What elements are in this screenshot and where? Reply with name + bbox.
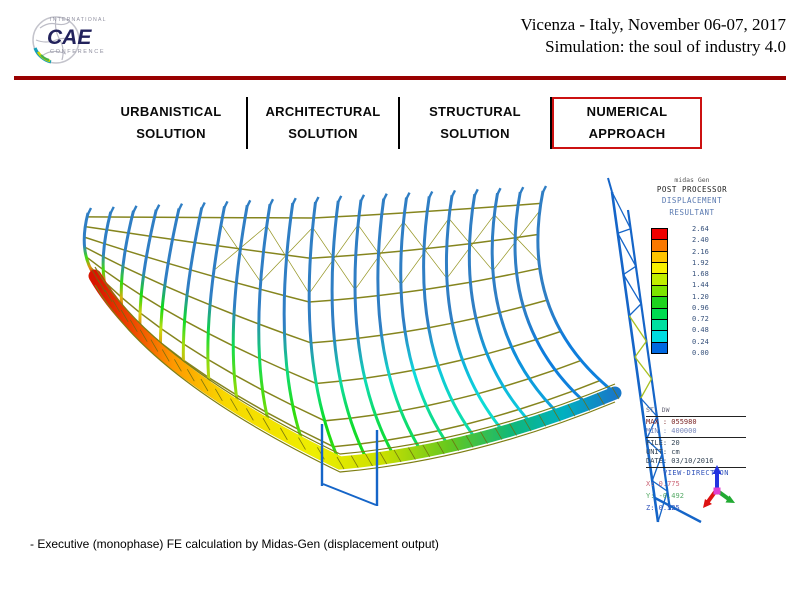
view-x: X: 0.775 [646,480,680,488]
legend-color-cell [652,240,667,252]
tab-divider [550,97,552,149]
view-direction-label: VIEW-DIRECTION [662,469,729,477]
legend-value: 0.00 [692,349,709,357]
legend-color-cell [652,331,667,343]
legend-header: midas Gen POST PROCESSOR DISPLACEMENT RE… [646,176,738,219]
legend-color-cell [652,285,667,298]
tab-divider [398,97,400,149]
legend-color-cell [652,342,667,353]
result-info-box: ST: DW MAX : 055980 MIN : 400000 FILE: 2… [646,406,746,514]
logo-text-international: INTERNATIONAL [50,17,107,23]
tab-architectural-solution[interactable]: ARCHITECTURAL SOLUTION [248,97,398,149]
legend-value: 1.92 [692,258,709,267]
min-node: MIN : 400000 [646,427,697,435]
legend-value: 0.48 [692,326,709,335]
legend-value: 0.24 [692,337,709,346]
file-line: FILE: 20 [646,439,680,447]
info-divider [646,437,746,438]
legend-value: 1.68 [692,270,709,279]
legend-color-cell [652,319,667,332]
tab-label: NUMERICAL [586,104,668,119]
legend-title: POST PROCESSOR [656,185,728,194]
legend-value: 2.40 [692,236,709,245]
tab-label: URBANISTICAL [120,104,222,119]
legend-value: 0.72 [692,315,709,324]
load-case: ST: DW [646,406,670,414]
legend-app-name: midas Gen [674,176,710,184]
tab-label: SOLUTION [136,126,206,141]
tab-label: STRUCTURAL [429,104,521,119]
displacement-legend: midas Gen POST PROCESSOR DISPLACEMENT RE… [646,176,750,362]
legend-colorbar [651,228,668,354]
info-divider [646,416,746,417]
legend-value: 1.20 [692,292,709,301]
tab-numerical-approach[interactable]: NUMERICAL APPROACH [552,97,702,149]
event-title-line1: Vicenza - Italy, November 06-07, 2017 [520,15,786,34]
logo-text-conference: CONFERENCE [50,49,105,55]
tab-label: SOLUTION [288,126,358,141]
tab-label: ARCHITECTURAL [265,104,381,119]
legend-value: 0.96 [692,303,709,312]
legend-color-cell [652,263,667,275]
date-line: DATE: 03/10/2016 [646,457,714,465]
view-z: Z: 0.525 [646,504,680,512]
legend-color-cell [652,297,667,309]
globe-icon: INTERNATIONAL CAE CONFERENCE [32,16,107,64]
legend-color-cell [652,308,667,320]
logo-text-cae: CAE [47,26,92,49]
legend-result-type: DISPLACEMENT [661,196,723,205]
slide-caption: - Executive (monophase) FE calculation b… [30,537,439,551]
legend-result-component: RESULTANT [669,208,715,217]
view-y: Y: -0.492 [646,492,684,500]
max-node: MAX : 055980 [646,418,697,426]
event-title-line2: Simulation: the soul of industry 4.0 [545,37,786,56]
legend-color-cell [652,274,667,286]
legend-value: 2.16 [692,247,709,256]
tab-label: SOLUTION [440,126,510,141]
legend-value: 1.44 [692,281,709,290]
tab-structural-solution[interactable]: STRUCTURAL SOLUTION [400,97,550,149]
tab-label: APPROACH [588,126,666,141]
info-divider [646,467,746,468]
legend-value: 2.64 [692,225,709,233]
tab-urbanistical-solution[interactable]: URBANISTICAL SOLUTION [96,97,246,149]
cae-conference-logo: INTERNATIONAL CAE CONFERENCE [26,6,126,76]
axis-triad-icon [703,465,735,508]
legend-color-cell [652,229,667,241]
event-title: Vicenza - Italy, November 06-07, 2017 Si… [520,14,786,58]
fe-model-displacement-plot [82,177,702,524]
header-divider [14,76,786,80]
legend-color-cell [652,251,667,264]
tab-divider [246,97,248,149]
section-nav: URBANISTICAL SOLUTION ARCHITECTURAL SOLU… [96,97,708,149]
unit-line: UNIT: cm [646,448,680,456]
